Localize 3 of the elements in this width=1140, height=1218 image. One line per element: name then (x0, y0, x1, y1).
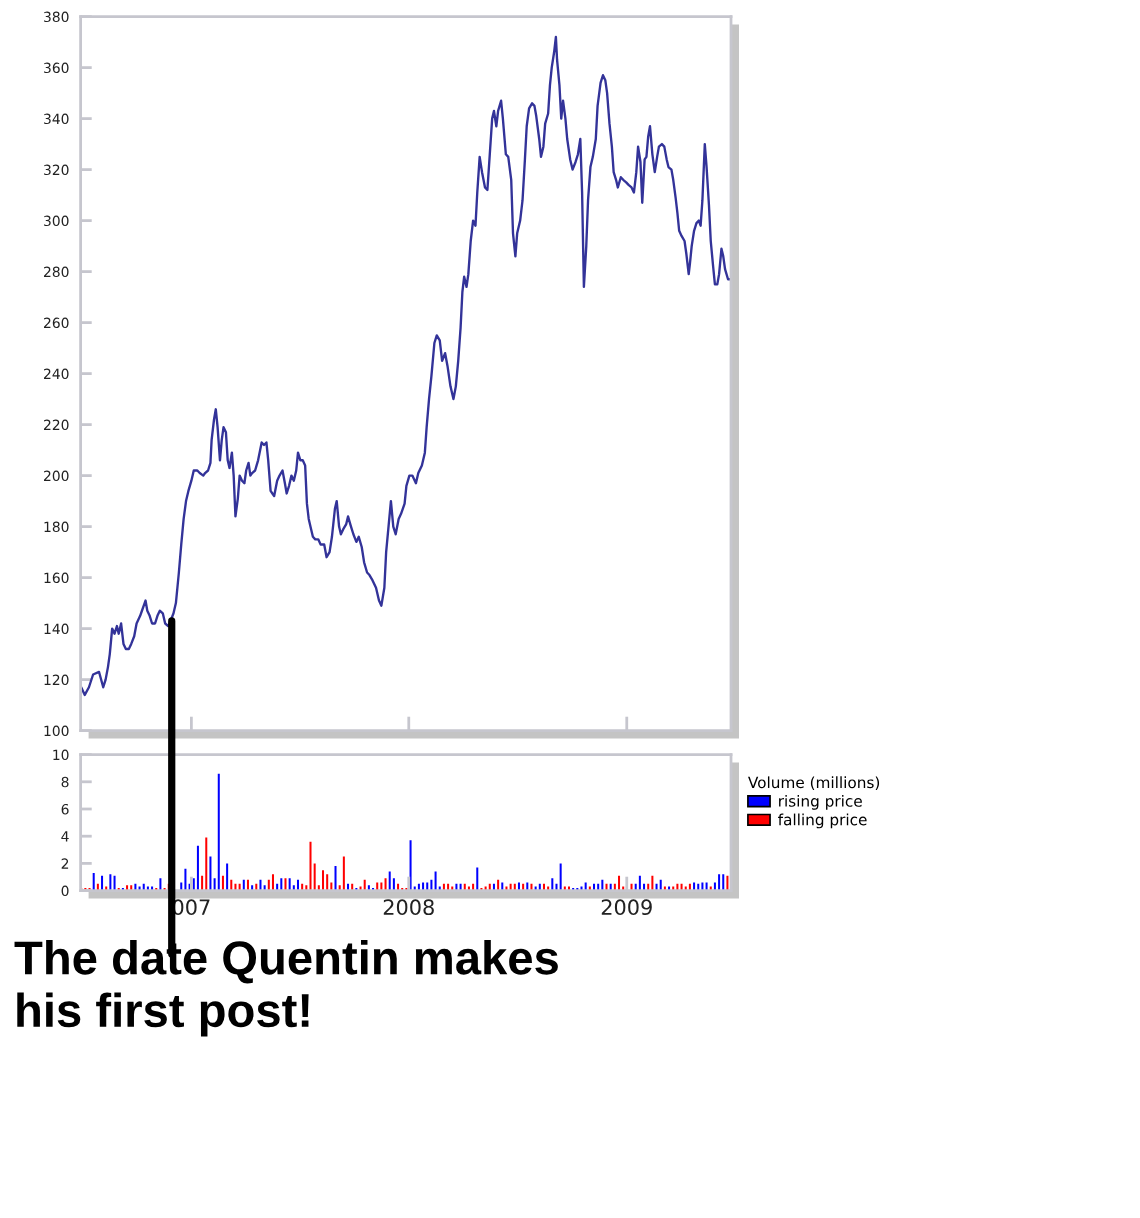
x-tick-label: 2009 (601, 899, 652, 916)
annotation: The date Quentin makes his first post! (14, 940, 558, 1037)
x-tick-label: 2008 (383, 899, 434, 916)
